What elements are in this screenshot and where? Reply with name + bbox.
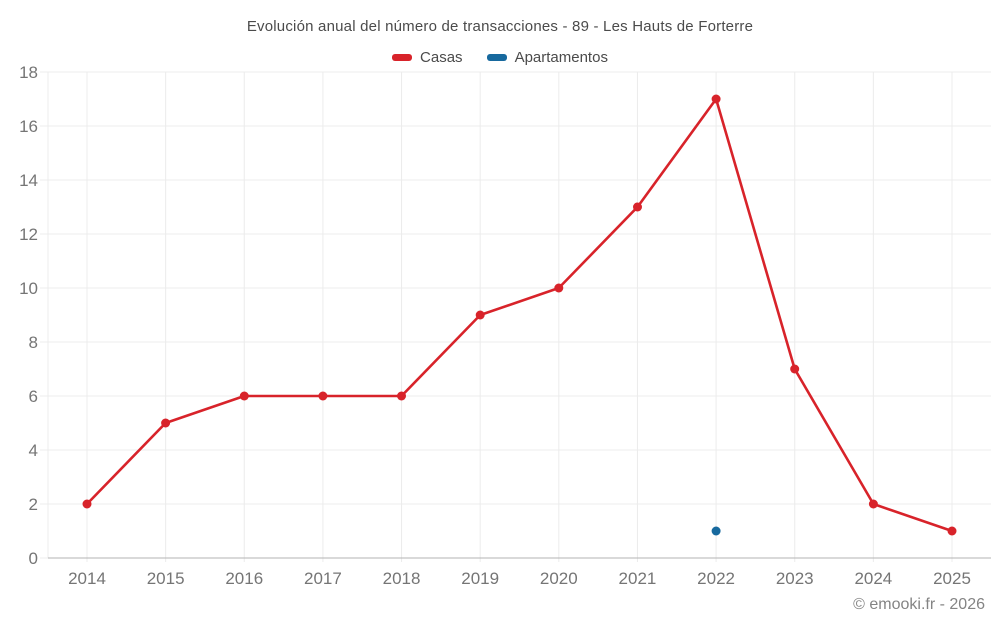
series-line-casas (86, 97, 953, 533)
data-point-casas[interactable] (711, 94, 721, 104)
legend-label-apartamentos: Apartamentos (514, 48, 608, 66)
legend-item-casas[interactable]: Casas (392, 49, 463, 66)
data-point-casas[interactable] (239, 391, 249, 401)
legend-swatch-casas (392, 53, 413, 61)
legend-label-casas: Casas (420, 48, 463, 66)
x-tick-label: 2017 (304, 569, 342, 588)
credit-text: © emooki.fr - 2026 (853, 596, 985, 613)
x-tick-label: 2021 (619, 569, 657, 588)
x-tick-label: 2023 (776, 569, 814, 588)
y-tick-label: 14 (19, 171, 38, 190)
y-tick-label: 4 (29, 441, 38, 460)
x-tick-label: 2015 (147, 569, 185, 588)
x-tick-label: 2022 (697, 569, 735, 588)
y-tick-label: 18 (19, 63, 38, 82)
y-tick-label: 0 (29, 549, 38, 568)
data-point-casas[interactable] (790, 364, 800, 374)
data-point-casas[interactable] (868, 499, 878, 509)
data-point-casas[interactable] (397, 391, 406, 401)
y-tick-label: 12 (19, 225, 38, 244)
data-point-casas[interactable] (82, 499, 92, 509)
data-point-casas[interactable] (633, 202, 642, 212)
y-tick-label: 6 (29, 387, 38, 406)
data-point-apartamentos[interactable] (711, 526, 721, 536)
x-tick-label: 2019 (461, 569, 499, 588)
chart-legend: Casas Apartamentos (0, 47, 1000, 67)
data-point-casas[interactable] (554, 283, 564, 293)
data-point-casas[interactable] (161, 418, 171, 428)
x-tick-label: 2016 (225, 569, 263, 588)
data-point-casas[interactable] (947, 526, 957, 536)
x-tick-label: 2014 (68, 569, 106, 588)
legend-swatch-apartamentos (486, 53, 507, 61)
y-tick-label: 10 (19, 279, 38, 298)
y-tick-label: 8 (29, 333, 38, 352)
x-tick-label: 2018 (383, 569, 421, 588)
data-point-casas[interactable] (318, 391, 328, 401)
x-tick-label: 2024 (854, 569, 892, 588)
x-tick-label: 2020 (540, 569, 578, 588)
data-point-casas[interactable] (475, 310, 485, 320)
legend-item-apartamentos[interactable]: Apartamentos (486, 48, 608, 66)
chart-title: Evolución anual del número de transaccio… (246, 18, 754, 35)
y-tick-label: 16 (19, 117, 38, 136)
x-tick-label: 2025 (933, 569, 971, 588)
y-tick-label: 2 (29, 495, 38, 514)
